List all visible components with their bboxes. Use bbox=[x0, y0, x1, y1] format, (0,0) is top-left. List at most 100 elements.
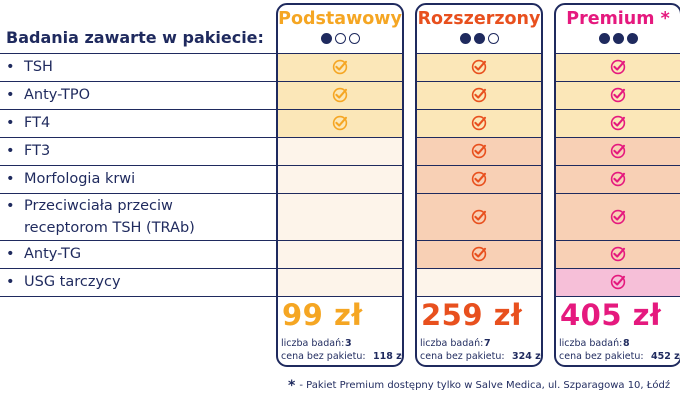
cell-empty bbox=[278, 240, 402, 268]
level-dot-filled bbox=[612, 33, 624, 44]
cell-included bbox=[556, 137, 680, 165]
test-row-label: • Anty-TG bbox=[6, 243, 272, 265]
cell-divider bbox=[417, 193, 541, 194]
cell-divider bbox=[417, 240, 541, 241]
check-circle-icon bbox=[471, 115, 487, 131]
cell-divider bbox=[417, 296, 541, 297]
tests-count: liczba badań: 3 bbox=[281, 338, 401, 349]
cell-included bbox=[556, 193, 680, 240]
cell-divider bbox=[556, 81, 680, 82]
cell-divider bbox=[556, 268, 680, 269]
price-without-package-value: 324 zł bbox=[512, 351, 543, 362]
package-card-2: Rozszerzony 259 zł liczba badań: 7 cena bez … bbox=[415, 3, 543, 367]
package-card-1: Podstawowy 99 zł liczba badań: 3 cena bez pa… bbox=[276, 3, 404, 367]
check-circle-icon bbox=[610, 171, 626, 187]
cell-divider bbox=[278, 53, 402, 54]
package-level-indicator bbox=[278, 33, 402, 44]
cell-included bbox=[556, 53, 680, 81]
test-name: FT4 bbox=[24, 115, 51, 131]
price-without-package-label: cena bez pakietu: bbox=[559, 351, 644, 362]
test-row-label: • Anty-TPO bbox=[6, 84, 272, 106]
section-heading: Badania zawarte w pakiecie: bbox=[6, 28, 264, 47]
cell-included bbox=[556, 109, 680, 137]
bullet: • bbox=[6, 115, 15, 131]
row-divider bbox=[0, 268, 276, 269]
test-name: USG tarczycy bbox=[24, 274, 121, 290]
package-level-indicator bbox=[556, 33, 680, 44]
cell-divider bbox=[278, 165, 402, 166]
cell-included bbox=[417, 81, 541, 109]
cell-divider bbox=[278, 109, 402, 110]
check-circle-icon bbox=[610, 115, 626, 131]
cell-included bbox=[417, 165, 541, 193]
package-card-3: Premium * 405 zł liczba badań: 8 cena bez pa… bbox=[554, 3, 680, 367]
cell-included bbox=[417, 137, 541, 165]
cell-divider bbox=[278, 137, 402, 138]
package-level-indicator bbox=[417, 33, 541, 44]
cell-divider bbox=[556, 137, 680, 138]
check-circle-icon bbox=[610, 59, 626, 75]
level-dot-filled bbox=[626, 33, 638, 44]
check-circle-icon bbox=[471, 87, 487, 103]
cell-divider bbox=[556, 53, 680, 54]
package-price: 405 zł bbox=[560, 298, 662, 332]
cell-included bbox=[556, 165, 680, 193]
cell-empty bbox=[417, 268, 541, 296]
cell-divider bbox=[417, 137, 541, 138]
tests-count: liczba badań: 7 bbox=[420, 338, 540, 349]
level-dot-empty bbox=[348, 33, 360, 44]
cell-divider bbox=[278, 268, 402, 269]
footnote-text: - Pakiet Premium dostępny tylko w Salve … bbox=[299, 380, 671, 391]
package-title: Premium * bbox=[566, 9, 670, 29]
cell-included bbox=[556, 268, 680, 296]
level-dot-empty bbox=[334, 33, 346, 44]
test-name: FT3 bbox=[24, 143, 51, 159]
cell-empty bbox=[278, 193, 402, 240]
row-divider bbox=[0, 193, 276, 194]
check-circle-icon bbox=[471, 209, 487, 224]
tests-count-label: liczba badań: bbox=[559, 338, 623, 349]
cell-divider bbox=[556, 240, 680, 241]
price-without-package: cena bez pakietu: 452 zł bbox=[559, 351, 680, 362]
cell-included bbox=[278, 53, 402, 81]
bullet: • bbox=[6, 274, 15, 290]
test-name: Przeciwciała przeciw receptorom TSH (TRA… bbox=[24, 197, 195, 236]
bullet: • bbox=[6, 59, 15, 75]
test-name: Anty-TPO bbox=[24, 87, 91, 103]
price-without-package: cena bez pakietu: 118 zł bbox=[281, 351, 404, 362]
check-circle-icon bbox=[610, 143, 626, 159]
tests-count-label: liczba badań: bbox=[420, 338, 484, 349]
level-dot-filled bbox=[473, 33, 485, 44]
cell-divider bbox=[556, 109, 680, 110]
bullet: • bbox=[6, 171, 15, 187]
cell-empty bbox=[278, 165, 402, 193]
price-without-package-value: 118 zł bbox=[373, 351, 404, 362]
level-dot-filled bbox=[459, 33, 471, 44]
check-circle-icon bbox=[471, 143, 487, 159]
cell-included bbox=[417, 193, 541, 240]
bullet: • bbox=[6, 246, 15, 262]
level-dot-empty bbox=[487, 33, 499, 44]
tests-count-value: 8 bbox=[623, 338, 630, 349]
cell-included bbox=[278, 81, 402, 109]
tests-count-value: 3 bbox=[345, 338, 352, 349]
price-without-package: cena bez pakietu: 324 zł bbox=[420, 351, 543, 362]
cell-included bbox=[417, 53, 541, 81]
cell-empty bbox=[278, 137, 402, 165]
test-row-label: • Przeciwciała przeciw receptorom TSH (TR… bbox=[6, 195, 272, 239]
check-circle-icon bbox=[332, 59, 348, 75]
test-row-label: • TSH bbox=[6, 56, 272, 78]
level-dot-filled bbox=[320, 33, 332, 44]
row-divider bbox=[0, 165, 276, 166]
tests-count: liczba badań: 8 bbox=[559, 338, 679, 349]
bullet: • bbox=[6, 197, 15, 214]
level-dot-filled bbox=[598, 33, 610, 44]
check-circle-icon bbox=[610, 246, 626, 262]
package-title: Podstawowy bbox=[278, 9, 402, 29]
cell-divider bbox=[556, 193, 680, 194]
check-circle-icon bbox=[332, 87, 348, 103]
check-circle-icon bbox=[610, 87, 626, 103]
test-row-label: • Morfologia krwi bbox=[6, 168, 272, 190]
cell-included bbox=[417, 240, 541, 268]
